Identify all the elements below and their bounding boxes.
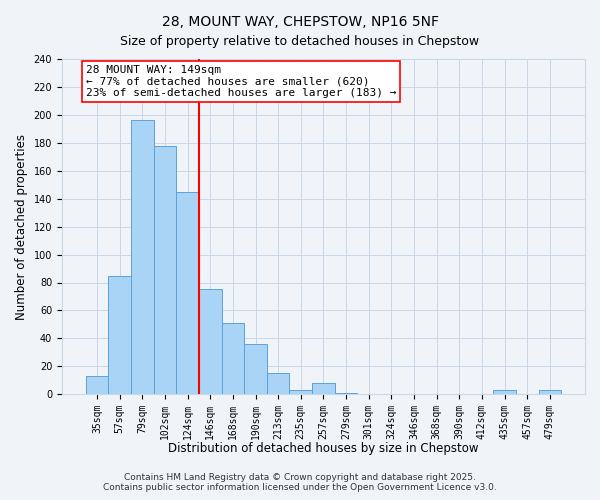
Text: Contains HM Land Registry data © Crown copyright and database right 2025.
Contai: Contains HM Land Registry data © Crown c… [103,473,497,492]
Text: 28 MOUNT WAY: 149sqm
← 77% of detached houses are smaller (620)
23% of semi-deta: 28 MOUNT WAY: 149sqm ← 77% of detached h… [86,64,396,98]
Bar [221,323,244,394]
Bar [154,146,176,394]
Bar [176,192,199,394]
Bar [199,290,221,394]
Bar [244,344,267,394]
X-axis label: Distribution of detached houses by size in Chepstow: Distribution of detached houses by size … [168,442,479,455]
Bar [289,390,312,394]
Y-axis label: Number of detached properties: Number of detached properties [15,134,28,320]
Bar [493,390,516,394]
Bar [267,374,289,394]
Bar [131,120,154,394]
Bar [312,383,335,394]
Bar [86,376,109,394]
Text: 28, MOUNT WAY, CHEPSTOW, NP16 5NF: 28, MOUNT WAY, CHEPSTOW, NP16 5NF [161,15,439,29]
Text: Size of property relative to detached houses in Chepstow: Size of property relative to detached ho… [121,35,479,48]
Bar [335,393,358,394]
Bar [539,390,561,394]
Bar [109,276,131,394]
